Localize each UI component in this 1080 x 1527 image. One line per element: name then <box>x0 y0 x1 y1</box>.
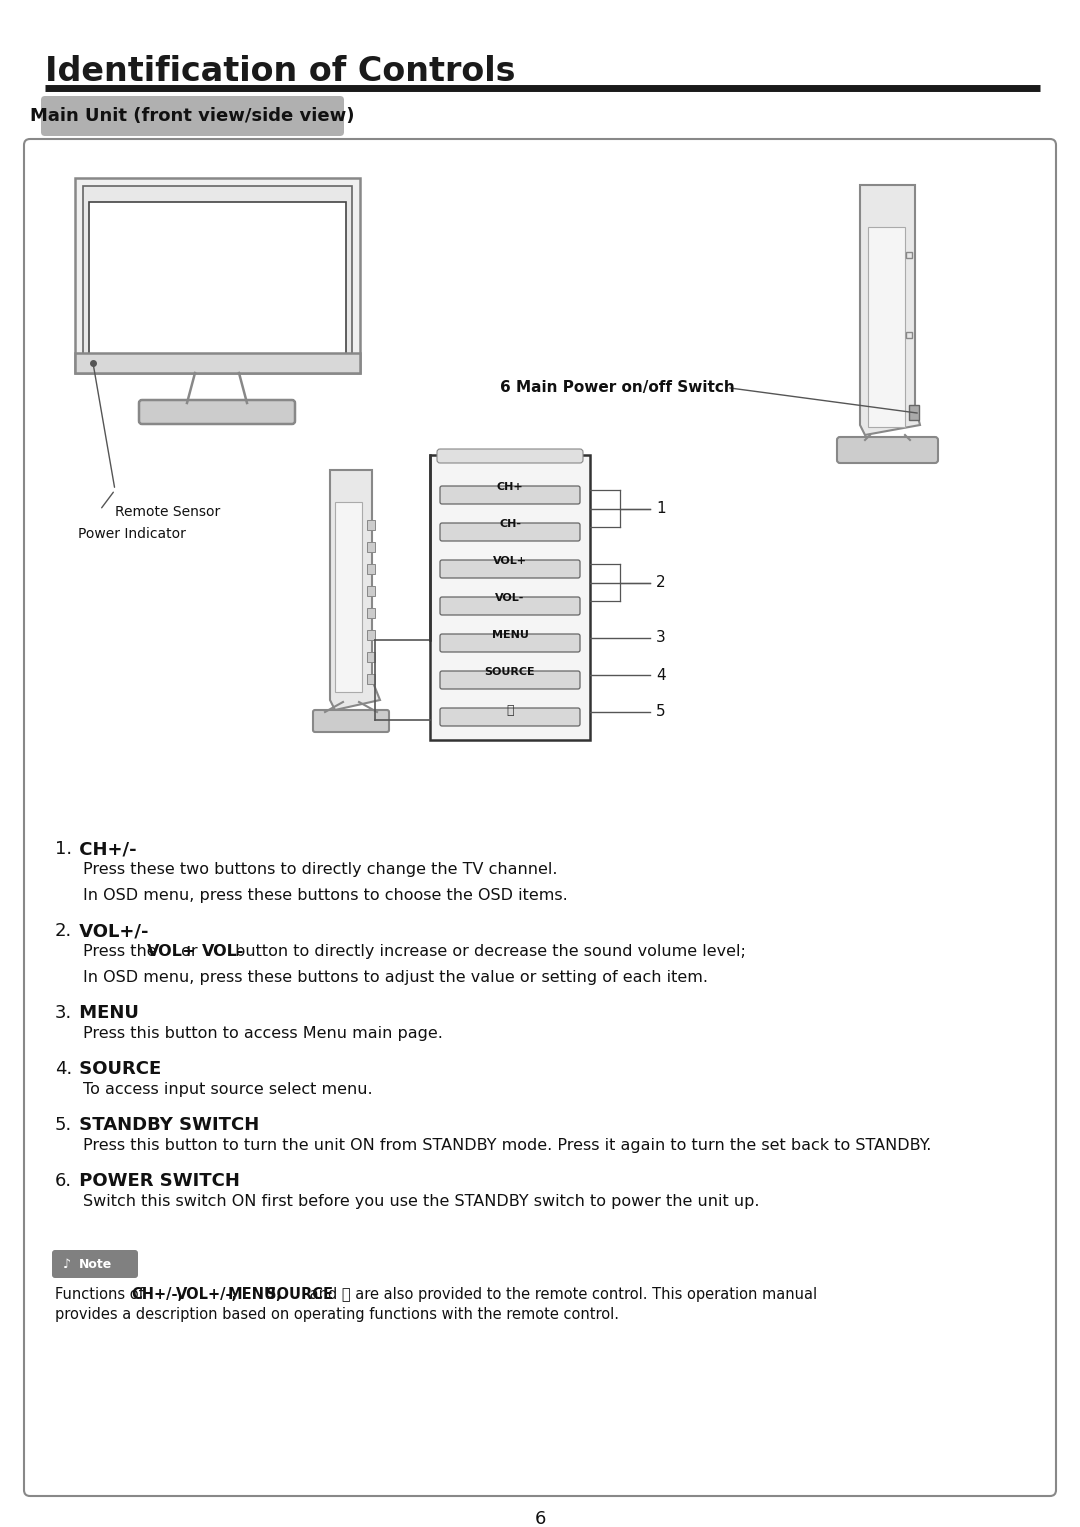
Text: VOL+: VOL+ <box>492 556 527 567</box>
FancyBboxPatch shape <box>440 597 580 615</box>
Bar <box>75 179 360 373</box>
Text: or: or <box>176 944 203 959</box>
Bar <box>83 186 352 365</box>
Text: CH-: CH- <box>499 519 521 528</box>
Bar <box>367 673 375 684</box>
Text: VOL+/-,: VOL+/-, <box>176 1287 239 1303</box>
Text: Remote Sensor: Remote Sensor <box>114 505 220 519</box>
FancyBboxPatch shape <box>24 139 1056 1496</box>
Text: VOL-: VOL- <box>202 944 244 959</box>
Text: SOURCE: SOURCE <box>485 667 536 676</box>
Text: VOL-: VOL- <box>496 592 525 603</box>
Bar <box>367 631 375 640</box>
Bar <box>367 608 375 618</box>
Bar <box>75 353 360 373</box>
Text: STANDBY SWITCH: STANDBY SWITCH <box>73 1116 259 1135</box>
Text: 3: 3 <box>656 631 665 646</box>
Text: 5: 5 <box>656 704 665 719</box>
Text: 4.: 4. <box>55 1060 72 1078</box>
Text: Power Indicator: Power Indicator <box>78 527 186 541</box>
Text: 4: 4 <box>656 667 665 683</box>
Text: Press the: Press the <box>83 944 162 959</box>
Text: SOURCE: SOURCE <box>73 1060 161 1078</box>
Text: MENU,: MENU, <box>228 1287 283 1303</box>
Bar <box>367 652 375 663</box>
Bar <box>367 542 375 551</box>
Text: Press this button to access Menu main page.: Press this button to access Menu main pa… <box>83 1026 443 1041</box>
Text: In OSD menu, press these buttons to choose the OSD items.: In OSD menu, press these buttons to choo… <box>83 889 568 902</box>
FancyBboxPatch shape <box>837 437 939 463</box>
FancyBboxPatch shape <box>437 449 583 463</box>
FancyBboxPatch shape <box>440 709 580 725</box>
Text: button to directly increase or decrease the sound volume level;: button to directly increase or decrease … <box>230 944 746 959</box>
Text: 6: 6 <box>535 1510 545 1527</box>
Text: Note: Note <box>79 1258 112 1270</box>
Text: 3.: 3. <box>55 1003 72 1022</box>
Text: ⏻: ⏻ <box>507 704 514 718</box>
Text: Functions of: Functions of <box>55 1287 148 1303</box>
Text: and ⏻ are also provided to the remote control. This operation manual: and ⏻ are also provided to the remote co… <box>306 1287 818 1303</box>
Text: 6.: 6. <box>55 1173 72 1190</box>
Text: Identification of Controls: Identification of Controls <box>45 55 515 89</box>
FancyBboxPatch shape <box>440 524 580 541</box>
FancyBboxPatch shape <box>440 670 580 689</box>
Bar <box>868 228 905 428</box>
FancyBboxPatch shape <box>440 560 580 579</box>
Bar <box>335 502 362 692</box>
Bar <box>367 563 375 574</box>
Text: CH+/-: CH+/- <box>73 840 137 858</box>
Polygon shape <box>330 470 380 710</box>
FancyBboxPatch shape <box>41 96 345 136</box>
Text: CH+: CH+ <box>497 483 524 492</box>
FancyBboxPatch shape <box>313 710 389 731</box>
Bar <box>430 455 590 741</box>
Text: 5.: 5. <box>55 1116 72 1135</box>
Bar <box>367 586 375 596</box>
Bar <box>89 202 346 359</box>
Text: POWER SWITCH: POWER SWITCH <box>73 1173 240 1190</box>
Text: Main Unit (front view/side view): Main Unit (front view/side view) <box>30 107 354 125</box>
Text: Switch this switch ON first before you use the STANDBY switch to power the unit : Switch this switch ON first before you u… <box>83 1194 759 1209</box>
Text: Press these two buttons to directly change the TV channel.: Press these two buttons to directly chan… <box>83 863 557 876</box>
Bar <box>367 521 375 530</box>
Polygon shape <box>860 185 920 435</box>
Text: To access input source select menu.: To access input source select menu. <box>83 1083 373 1096</box>
Text: ♪: ♪ <box>63 1258 71 1270</box>
Text: Press this button to turn the unit ON from STANDBY mode. Press it again to turn : Press this button to turn the unit ON fr… <box>83 1138 931 1153</box>
Text: 2: 2 <box>656 576 665 589</box>
Text: 1.: 1. <box>55 840 72 858</box>
FancyBboxPatch shape <box>440 486 580 504</box>
Text: provides a description based on operating functions with the remote control.: provides a description based on operatin… <box>55 1307 619 1322</box>
Text: MENU: MENU <box>73 1003 139 1022</box>
Text: VOL+: VOL+ <box>147 944 197 959</box>
Text: CH+/-,: CH+/-, <box>132 1287 184 1303</box>
FancyBboxPatch shape <box>52 1251 138 1278</box>
Text: MENU: MENU <box>491 631 528 640</box>
Text: 2.: 2. <box>55 922 72 941</box>
Text: 1: 1 <box>656 501 665 516</box>
Text: In OSD menu, press these buttons to adjust the value or setting of each item.: In OSD menu, press these buttons to adju… <box>83 970 708 985</box>
Bar <box>909 405 919 420</box>
Text: SOURCE: SOURCE <box>267 1287 334 1303</box>
FancyBboxPatch shape <box>139 400 295 425</box>
FancyBboxPatch shape <box>440 634 580 652</box>
Text: 6 Main Power on/off Switch: 6 Main Power on/off Switch <box>500 380 734 395</box>
Text: VOL+/-: VOL+/- <box>73 922 149 941</box>
